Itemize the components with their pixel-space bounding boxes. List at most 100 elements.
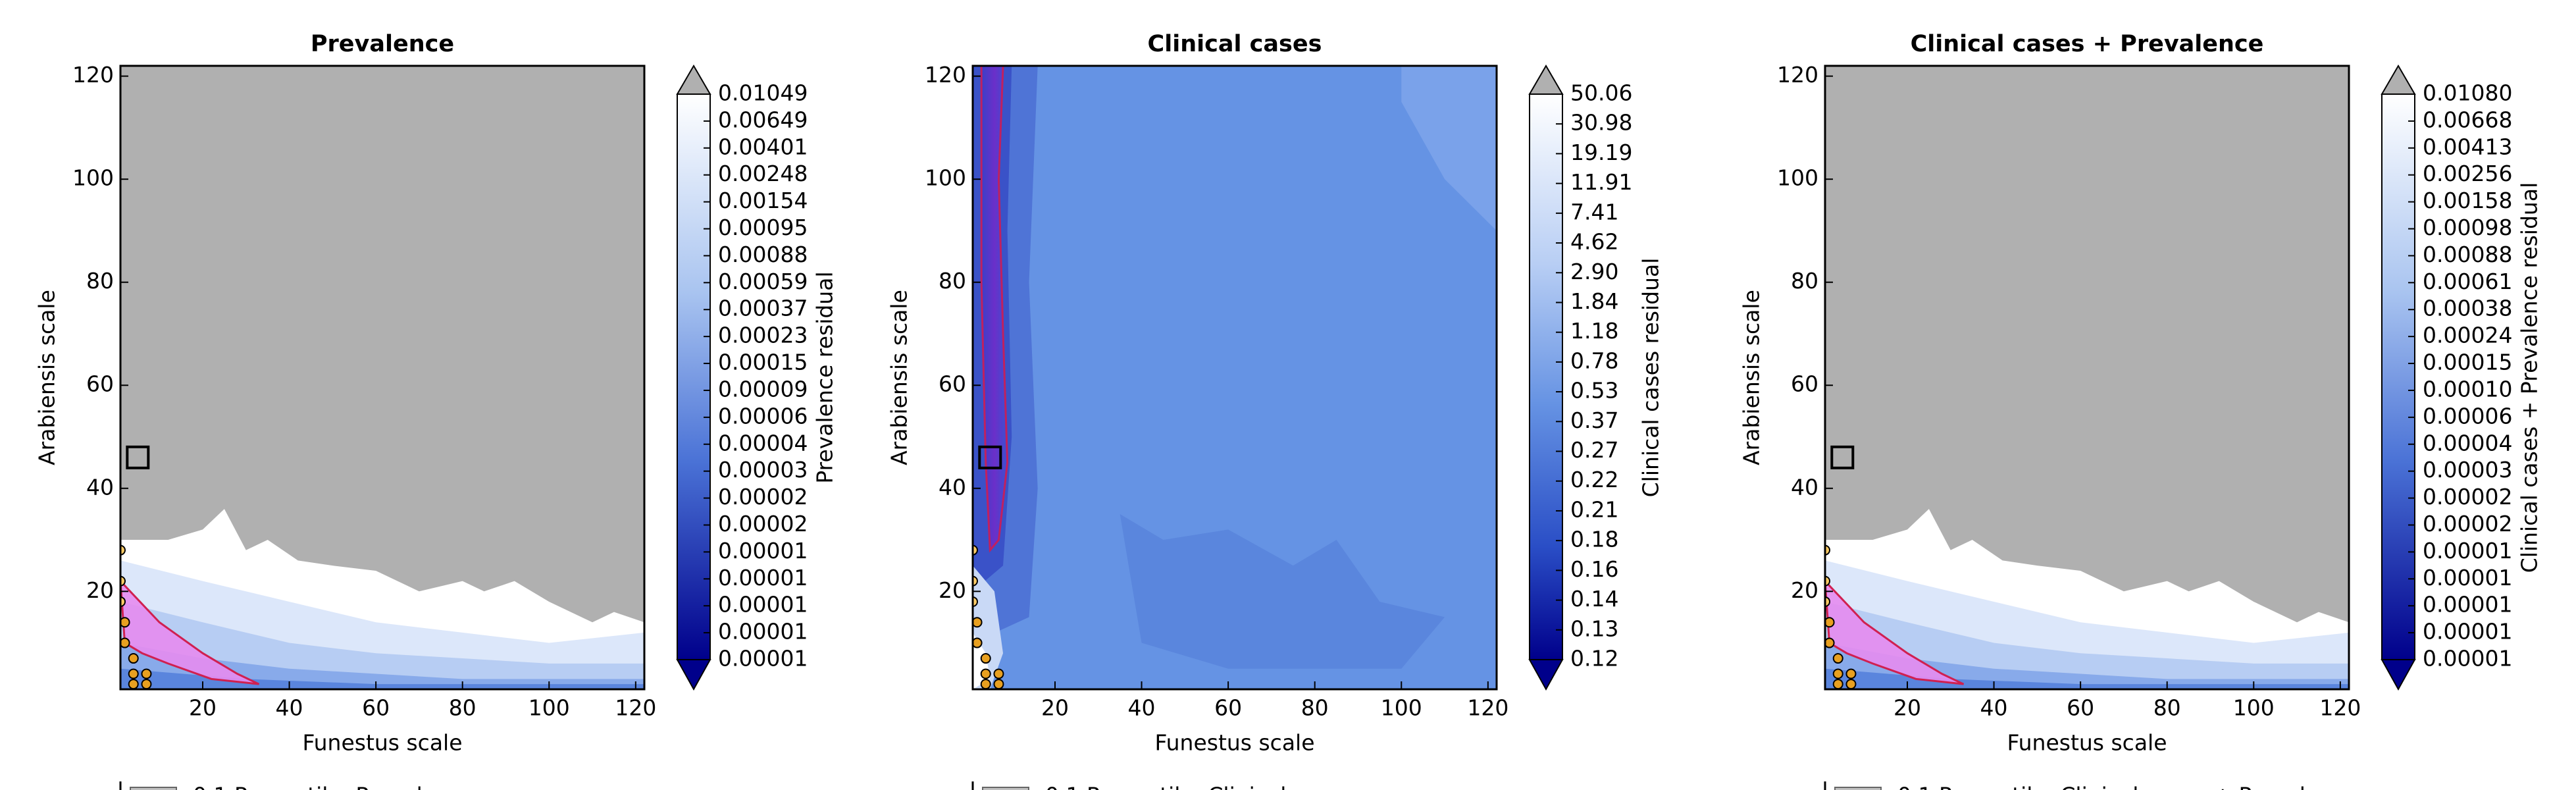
sample-point <box>980 679 991 689</box>
colorbar-tick-label: 0.00001 <box>2423 592 2512 618</box>
colorbar-tick-label: 0.00003 <box>2423 457 2512 483</box>
x-tick-label: 80 <box>2153 695 2181 721</box>
colorbar-tick-label: 0.00001 <box>718 619 808 645</box>
colorbar-label: Clinical cases residual <box>1638 258 1664 498</box>
y-tick-label: 60 <box>86 371 114 397</box>
colorbar-tick-label: 30.98 <box>1570 110 1632 136</box>
colorbar-tick-label: 0.00248 <box>718 161 808 186</box>
colorbar-tick-label: 0.37 <box>1570 408 1618 433</box>
colorbar-extend <box>1528 65 1564 95</box>
y-tick-label: 40 <box>1791 474 1818 500</box>
x-tick-label: 60 <box>2067 695 2094 721</box>
x-tick-label: 80 <box>1301 695 1329 721</box>
colorbar-tick-label: 0.00002 <box>2423 484 2512 510</box>
y-tick-label: 100 <box>1777 165 1818 191</box>
legend-label: 0.1 Percentile: Prevalence <box>193 783 475 790</box>
colorbar-tick-label: 0.00001 <box>2423 619 2512 645</box>
colorbar-tick-label: 50.06 <box>1570 80 1632 106</box>
axes-frame <box>1824 65 2350 691</box>
legend-label: 0.1 Percentile: Clinical cases + Prevale… <box>1897 783 2358 790</box>
x-tick-label: 120 <box>2319 695 2361 721</box>
colorbar-tick-label: 0.00001 <box>2423 538 2512 564</box>
colorbar-tick-label: 0.00023 <box>718 323 808 348</box>
colorbar-tick-label: 0.18 <box>1570 527 1618 552</box>
sample-point <box>120 596 126 607</box>
y-axis-label: Arabiensis scale <box>1739 290 1765 465</box>
x-tick-label: 20 <box>1893 695 1921 721</box>
sample-point <box>128 653 139 664</box>
contour-fill <box>1825 66 2349 689</box>
contour-gray <box>120 66 644 623</box>
sample-point <box>1825 596 1830 607</box>
colorbar-tick-label: 0.01049 <box>718 80 808 106</box>
marker <box>126 445 150 469</box>
colorbar-tick-label: 7.41 <box>1570 199 1618 224</box>
colorbar-tick-label: 0.00037 <box>718 296 808 321</box>
colorbar-tick-label: 0.00668 <box>2423 107 2512 132</box>
colorbar-extend <box>1528 659 1564 691</box>
y-tick-label: 80 <box>1791 268 1818 294</box>
colorbar <box>2381 93 2415 660</box>
colorbar-tick-label: 0.00413 <box>2423 134 2512 159</box>
marker <box>1830 445 1855 469</box>
sample-point <box>1825 637 1835 648</box>
y-tick-label: 40 <box>939 474 966 500</box>
colorbar-tick-label: 4.62 <box>1570 229 1618 255</box>
colorbar-tick-label: 0.00158 <box>2423 188 2512 213</box>
colorbar-tick-label: 0.00001 <box>718 538 808 564</box>
x-tick-label: 20 <box>189 695 217 721</box>
x-tick-label: 60 <box>362 695 390 721</box>
contour-region <box>1825 579 1965 685</box>
colorbar-extend <box>2381 65 2416 95</box>
colorbar-extend <box>2381 659 2416 691</box>
sample-point <box>1845 679 1857 689</box>
marker <box>978 445 1002 469</box>
colorbar-tick-label: 0.00015 <box>718 350 808 375</box>
x-tick-label: 100 <box>2233 695 2275 721</box>
sample-point <box>973 596 978 607</box>
colorbar-tick-label: 0.01080 <box>2423 80 2512 106</box>
sample-point <box>1832 668 1843 679</box>
sample-point <box>1825 617 1835 628</box>
y-tick-label: 20 <box>1791 577 1818 603</box>
colorbar-tick-label: 19.19 <box>1570 140 1632 165</box>
y-tick-label: 60 <box>939 371 966 397</box>
x-tick-label: 40 <box>276 695 303 721</box>
legend-swatch <box>130 787 177 790</box>
colorbar-tick-label: 1.18 <box>1570 318 1618 344</box>
colorbar-tick-label: 0.00001 <box>718 646 808 672</box>
x-tick-label: 100 <box>528 695 570 721</box>
sample-point <box>973 617 983 628</box>
colorbar-tick-label: 0.00095 <box>718 215 808 240</box>
chart-title: Clinical cases + Prevalence <box>1911 31 2264 57</box>
sample-point <box>1832 679 1843 689</box>
x-tick-label: 40 <box>1128 695 1156 721</box>
axes-frame <box>119 65 646 691</box>
sample-point <box>1825 575 1830 587</box>
colorbar-tick-label: 0.00154 <box>718 188 808 213</box>
colorbar <box>1529 93 1563 660</box>
colorbar-label: Prevalence residual <box>812 271 838 483</box>
colorbar-tick-label: 0.00006 <box>2423 403 2512 429</box>
colorbar-tick-label: 0.00004 <box>718 430 808 456</box>
colorbar-tick-label: 0.00059 <box>718 269 808 294</box>
x-tick-label: 60 <box>1214 695 1242 721</box>
plot-area: 20 40 60 80 100 120 20 40 60 80 100 120 Prevalence Fu… <box>34 31 838 790</box>
colorbar-tick-label: 0.21 <box>1570 496 1618 522</box>
colorbar-tick-label: 0.16 <box>1570 556 1618 582</box>
sample-point <box>120 637 130 648</box>
colorbar-label: Clinical cases + Prevalence residual <box>2517 182 2542 573</box>
colorbar-tick-label: 0.00038 <box>2423 296 2512 321</box>
colorbar-tick-label: 0.00001 <box>2423 565 2512 591</box>
y-tick-label: 100 <box>925 165 966 191</box>
x-tick-label: 80 <box>449 695 477 721</box>
colorbar <box>677 93 711 660</box>
x-tick-label: 100 <box>1381 695 1422 721</box>
y-tick-label: 40 <box>86 474 114 500</box>
y-axis-label: Arabiensis scale <box>34 290 60 465</box>
sample-point <box>1832 653 1843 664</box>
colorbar-extend <box>676 65 711 95</box>
contour-band <box>120 643 644 689</box>
x-axis-label: Funestus scale <box>1154 730 1314 756</box>
colorbar-tick-label: 0.00006 <box>718 403 808 429</box>
